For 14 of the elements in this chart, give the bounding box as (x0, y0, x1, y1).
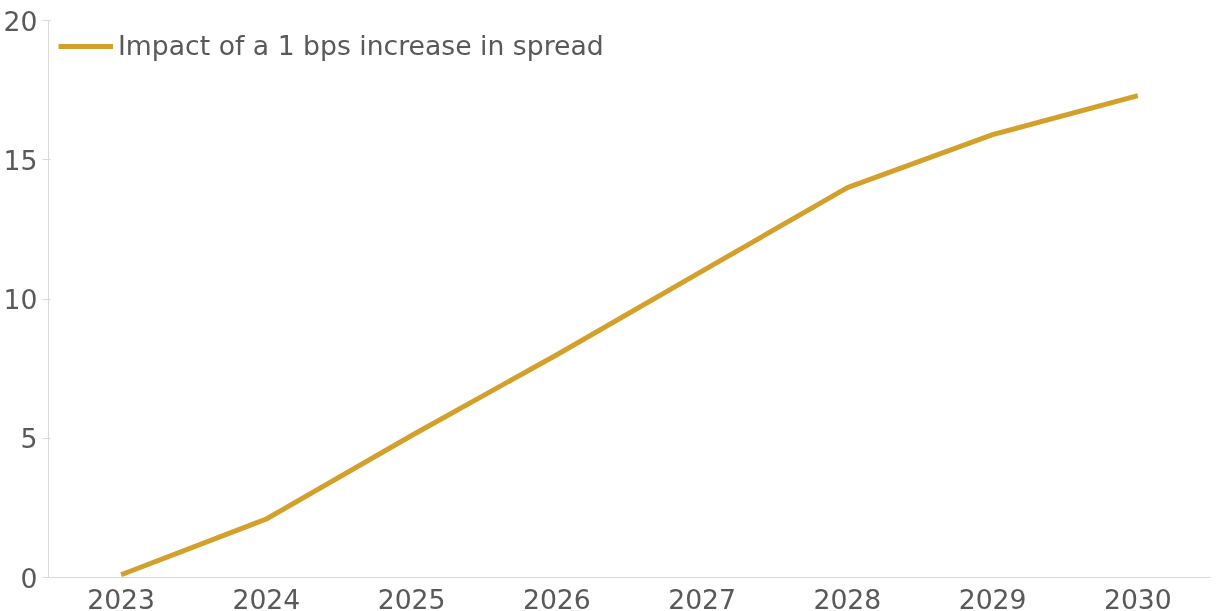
x-tick-label: 2025 (377, 583, 446, 611)
x-tick-label: 2024 (232, 583, 301, 611)
y-tick-label: 10 (3, 284, 38, 315)
y-tick-label: 0 (20, 562, 38, 594)
y-tick-label: 20 (3, 5, 38, 37)
legend-label: Impact of a 1 bps increase in spread (118, 30, 604, 61)
x-tick-label: 2030 (1103, 583, 1172, 611)
y-tick-label: 5 (20, 423, 38, 455)
x-tick-label: 2026 (522, 583, 591, 611)
x-tick-label: 2028 (813, 583, 882, 611)
x-tick-label: 2023 (87, 583, 156, 611)
y-tick-label: 15 (3, 144, 38, 176)
x-tick-label: 2029 (958, 583, 1027, 611)
x-tick-label: 2027 (668, 583, 737, 611)
